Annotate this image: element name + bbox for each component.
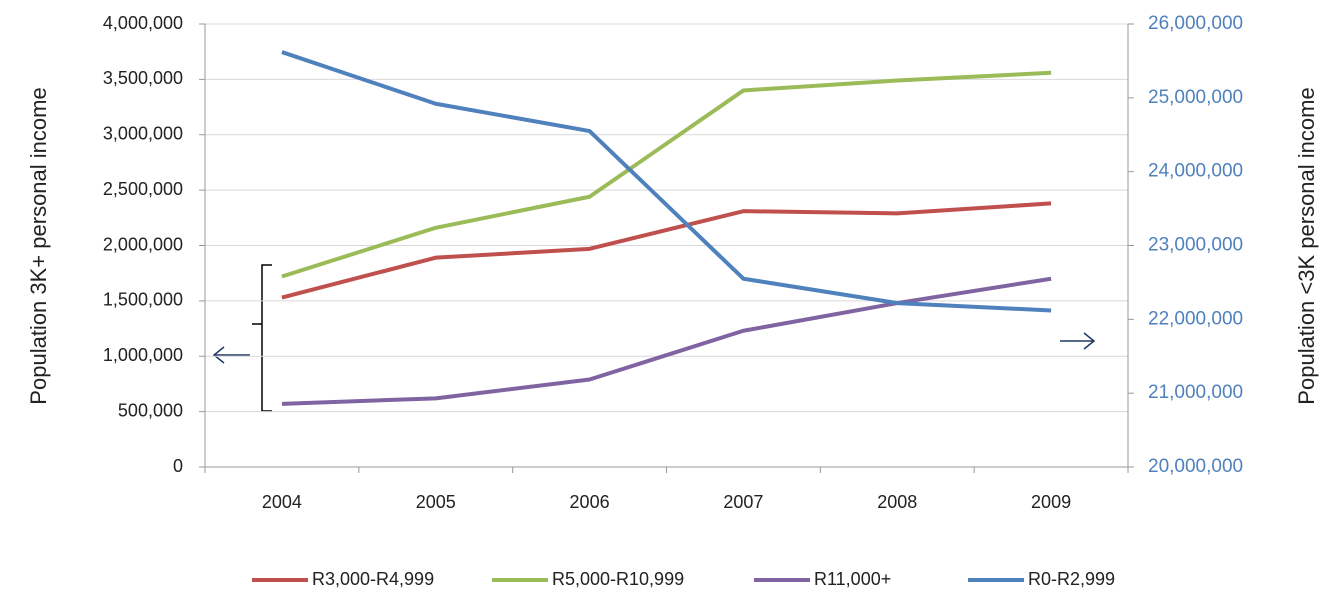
y2-axis-title: Population <3K personal income (1294, 87, 1319, 404)
y2-tick-label: 23,000,000 (1148, 235, 1243, 256)
y-tick-label: 3,500,000 (103, 68, 183, 88)
y2-tick-label: 21,000,000 (1148, 382, 1243, 403)
y-tick-label: 2,500,000 (103, 179, 183, 199)
brace (252, 264, 272, 412)
series-line (281, 201, 1052, 300)
left-arrow (212, 346, 250, 364)
y2-tick-label: 20,000,000 (1148, 456, 1243, 477)
y-tick-label: 3,000,000 (103, 124, 183, 144)
y2-tick-label: 25,000,000 (1148, 87, 1243, 108)
x-tick-label: 2009 (1031, 492, 1071, 512)
y-tick-label: 2,000,000 (103, 234, 183, 254)
y-axis-title: Population 3K+ personal income (26, 87, 51, 404)
x-tick-label: 2008 (877, 492, 917, 512)
y-tick-label: 4,000,000 (103, 13, 183, 33)
series-line (281, 70, 1052, 279)
y-tick-label: 0 (173, 456, 183, 476)
right-arrow (1060, 332, 1096, 350)
y-tick-label: 1,500,000 (103, 290, 183, 310)
series-line (281, 50, 1052, 313)
y2-tick-label: 26,000,000 (1148, 13, 1243, 34)
x-tick-label: 2007 (723, 492, 763, 512)
x-tick-label: 2005 (416, 492, 456, 512)
series-line (281, 276, 1052, 406)
legend-label: R11,000+ (814, 569, 891, 589)
y2-tick-label: 24,000,000 (1148, 161, 1243, 182)
y2-tick-label: 22,000,000 (1148, 308, 1243, 329)
legend-label: R0-R2,999 (1028, 569, 1115, 589)
legend-label: R3,000-R4,999 (312, 569, 434, 589)
y-tick-label: 500,000 (118, 400, 183, 420)
legend-label: R5,000-R10,999 (552, 569, 684, 589)
y-tick-label: 1,000,000 (103, 345, 183, 365)
x-tick-label: 2004 (262, 492, 302, 512)
x-tick-label: 2006 (570, 492, 610, 512)
